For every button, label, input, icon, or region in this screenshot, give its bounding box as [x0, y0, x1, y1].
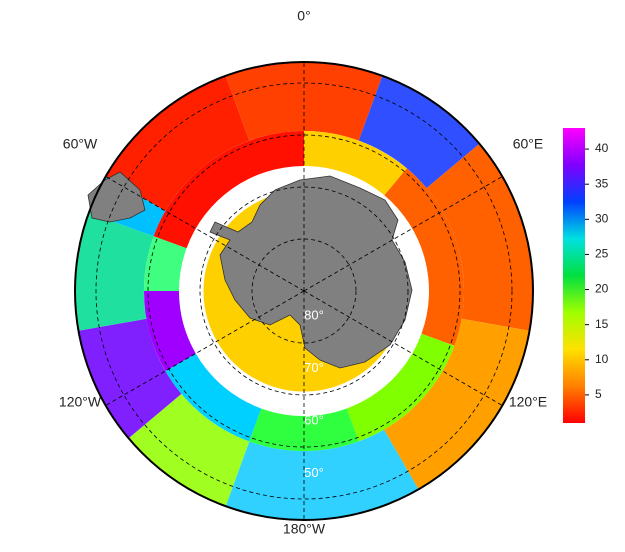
ocean-cell — [144, 291, 196, 371]
latitude-line — [199, 186, 409, 396]
ocean-cell — [346, 333, 455, 442]
longitude-label: 180°W — [283, 521, 326, 537]
map-border — [74, 61, 534, 521]
ocean-cell — [78, 318, 182, 439]
ocean-cell — [358, 75, 480, 189]
latitude-label: 50° — [304, 465, 324, 480]
colorbar-tick-label: 5 — [595, 387, 602, 401]
latitude-label: 70° — [304, 360, 324, 375]
colorbar-tick-label: 15 — [595, 317, 609, 331]
ocean-cell — [144, 236, 187, 291]
latitude-label: 80° — [304, 307, 324, 322]
meridian-line — [105, 176, 305, 292]
antarctica — [209, 175, 413, 369]
ocean-cell — [128, 393, 250, 507]
longitude-label: 60°W — [63, 136, 98, 152]
longitude-label: 60°E — [513, 136, 544, 152]
meridian-line — [105, 290, 305, 406]
ocean-cell — [153, 131, 304, 249]
ocean-cell — [165, 353, 262, 442]
longitude-label: 120°E — [509, 394, 547, 410]
latitude-line — [95, 82, 513, 500]
ocean-cell — [384, 318, 530, 490]
colorbar-tick-label: 20 — [595, 282, 609, 296]
graticule — [95, 62, 513, 520]
colorbar-tick-label: 25 — [595, 247, 609, 261]
ocean-cell — [384, 168, 465, 346]
ocean-cell — [75, 212, 154, 331]
ocean-cell — [304, 131, 407, 196]
colorbar-tick-label: 35 — [595, 176, 609, 190]
colorbar — [563, 128, 585, 423]
colorbar-tick-label: 40 — [595, 141, 609, 155]
longitude-label: 0° — [297, 8, 310, 24]
meridian-line — [303, 176, 503, 292]
latitude-line — [251, 238, 357, 344]
ocean-cell — [105, 75, 250, 211]
colorbar-tick-label: 10 — [595, 352, 609, 366]
longitude-label: 120°W — [59, 394, 102, 410]
latitude-line — [147, 134, 461, 448]
ocean-cell — [426, 143, 533, 331]
colorbar-tick-label: 30 — [595, 211, 609, 225]
meridian-line — [303, 290, 503, 406]
ocean-cell — [225, 429, 419, 520]
ocean-cell — [249, 408, 359, 451]
latitude-label: 60° — [304, 412, 324, 427]
